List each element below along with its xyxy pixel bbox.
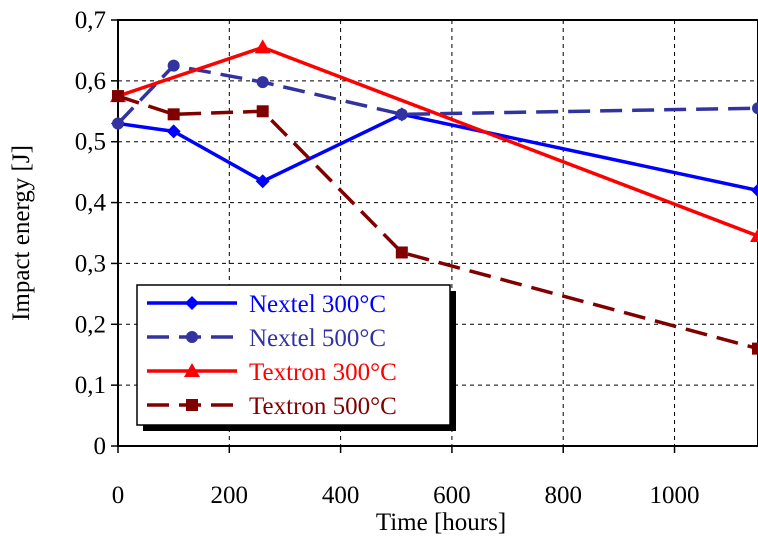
series-2-point-2	[750, 228, 758, 243]
x-tick-label-3: 600	[433, 482, 471, 509]
series-1-point-4	[752, 102, 758, 115]
series-3	[112, 90, 758, 355]
series-0-point-2	[255, 174, 270, 189]
x-tick-label-5: 1000	[650, 482, 700, 509]
legend-label-2: Textron 300°C	[249, 359, 397, 386]
series-0-point-4	[751, 183, 758, 198]
series-1-point-1	[167, 59, 180, 72]
series-1-point-3	[395, 108, 408, 121]
series-3-point-0	[112, 90, 124, 103]
y-tick-label-0: 0	[94, 433, 107, 460]
legend-label-1: Nextel 500°C	[249, 325, 386, 352]
x-axis-label: Time [hours]	[376, 509, 506, 536]
y-axis-label: Impact energy [J]	[8, 145, 35, 321]
series-2-point-1	[254, 39, 271, 54]
legend-label-0: Nextel 300°C	[249, 291, 386, 318]
legend-marker-1	[186, 331, 198, 343]
series-1-point-2	[256, 76, 269, 89]
ticks: 0 0,1 0,2 0,3 0,4 0,5 0,6 0,7 0 200 400 600 800 1000	[75, 7, 700, 509]
y-tick-label-1: 0,1	[75, 372, 106, 399]
y-tick-label-5: 0,5	[75, 129, 106, 156]
series-3-point-1	[167, 108, 180, 121]
plot-area	[117, 19, 758, 447]
x-tick-label-1: 200	[211, 482, 249, 509]
series-1	[112, 59, 758, 130]
y-tick-label-3: 0,3	[75, 250, 106, 277]
series-0-point-1	[166, 124, 181, 139]
x-tick-label-4: 800	[544, 482, 582, 509]
x-tick-label-0: 0	[112, 482, 125, 509]
legend-marker-3	[186, 399, 198, 411]
series-line-0	[117, 112, 758, 193]
legend-marker-0	[185, 296, 199, 310]
y-tick-label-4: 0,4	[75, 190, 107, 217]
series-layer	[110, 39, 758, 355]
series-3-point-3	[395, 246, 408, 259]
y-tick-label-6: 0,6	[75, 68, 106, 95]
series-3-point-2	[256, 105, 269, 118]
legend-label-3: Textron 500°C	[249, 393, 397, 420]
series-3-point-4	[752, 342, 758, 355]
legend-marker-2	[184, 363, 200, 377]
legend: Nextel 300°C Nextel 500°C Textron 300°C Tex…	[136, 284, 456, 431]
y-tick-label-2: 0,2	[75, 311, 106, 338]
series-0	[111, 107, 758, 198]
x-tick-label-2: 400	[322, 482, 360, 509]
series-1-point-0	[112, 117, 124, 130]
series-2	[110, 39, 758, 243]
y-tick-label-7: 0,7	[75, 7, 106, 34]
